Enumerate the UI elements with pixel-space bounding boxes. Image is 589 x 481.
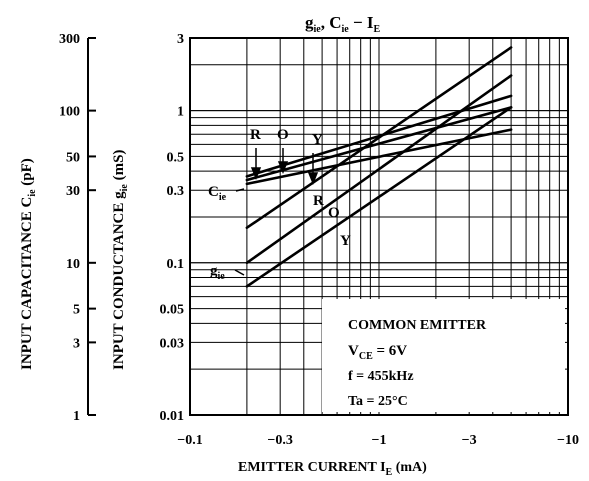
- chart-title: gie, Cie − IE: [305, 13, 381, 35]
- y-tick-label-conductance: 0.5: [167, 150, 185, 165]
- y-tick-label-conductance: 0.05: [160, 303, 185, 318]
- x-tick-label: −1: [372, 433, 387, 448]
- gie-group-label: gie: [210, 263, 225, 282]
- arrow-y-head: [307, 172, 319, 186]
- condition-line-1: COMMON EMITTER: [348, 318, 487, 333]
- series-lines: [245, 46, 513, 288]
- series-line-gie-y: [245, 106, 513, 288]
- conditions-box: COMMON EMITTER VCE = 6V f = 455kHz Ta = …: [322, 299, 565, 412]
- rank-label-top-o: O: [277, 127, 289, 143]
- arrow-r-head: [250, 167, 262, 181]
- y-tick-label-capacitance: 100: [59, 105, 80, 120]
- rank-label-gie-y: Y: [340, 233, 351, 249]
- y-axis-label-conductance: INPUT CONDUCTANCE gie (mS): [111, 150, 130, 370]
- x-tick-labels: −0.1 −0.3 −1 −3 −10: [177, 433, 579, 448]
- y-tick-label-capacitance: 10: [66, 257, 80, 272]
- y-tick-label-capacitance: 300: [59, 32, 80, 47]
- series-line-cie-y: [245, 128, 513, 186]
- y-axis-label-capacitance: INPUT CAPACITANCE Cie (pF): [19, 158, 38, 370]
- condition-line-3: f = 455kHz: [348, 369, 414, 384]
- gie-leader-line: [234, 269, 245, 276]
- capacitance-axis: 1 3 5 10 30 50 100 300: [59, 32, 96, 424]
- rank-label-top-r: R: [250, 127, 261, 143]
- series-line-gie-o: [245, 74, 513, 265]
- plot-frame: [189, 37, 569, 416]
- series-line-cie-r: [245, 94, 513, 178]
- condition-line-4: Ta = 25°C: [348, 394, 408, 409]
- y-tick-label-capacitance: 3: [73, 336, 80, 351]
- cie-group-label: Cie: [208, 184, 227, 203]
- x-tick-label: −0.1: [177, 433, 202, 448]
- series-line-gie-r: [245, 46, 513, 230]
- x-axis-label: EMITTER CURRENT IE (mA): [238, 460, 427, 478]
- rank-label-gie-r: R: [313, 193, 324, 209]
- rank-arrows: [250, 148, 319, 186]
- y-tick-label-capacitance: 1: [73, 409, 80, 424]
- rank-label-gie-o: O: [328, 205, 340, 221]
- conductance-tick-labels: 0.01 0.03 0.05 0.1 0.3 0.5 1 3: [160, 32, 185, 424]
- x-tick-label: −3: [462, 433, 477, 448]
- y-tick-label-capacitance: 5: [73, 303, 80, 318]
- conditions-box-background: [322, 299, 565, 412]
- series-line-cie-o: [245, 106, 513, 182]
- x-tick-label: −10: [557, 433, 579, 448]
- y-tick-label-conductance: 1: [177, 105, 184, 120]
- arrow-o-head: [277, 161, 289, 175]
- y-tick-label-conductance: 3: [177, 32, 184, 47]
- y-tick-label-conductance: 0.3: [167, 184, 185, 199]
- condition-line-2: VCE = 6V: [348, 343, 407, 362]
- cie-leader-line: [235, 188, 245, 192]
- rank-label-top-y: Y: [312, 132, 323, 148]
- curve-annotations: Cie gie R O Y R O Y: [208, 127, 351, 282]
- y-tick-label-conductance: 0.01: [160, 409, 185, 424]
- x-tick-label: −0.3: [267, 433, 292, 448]
- y-tick-label-capacitance: 30: [66, 184, 80, 199]
- y-tick-label-conductance: 0.1: [167, 257, 185, 272]
- y-tick-label-conductance: 0.03: [160, 336, 185, 351]
- y-tick-label-capacitance: 50: [66, 150, 80, 165]
